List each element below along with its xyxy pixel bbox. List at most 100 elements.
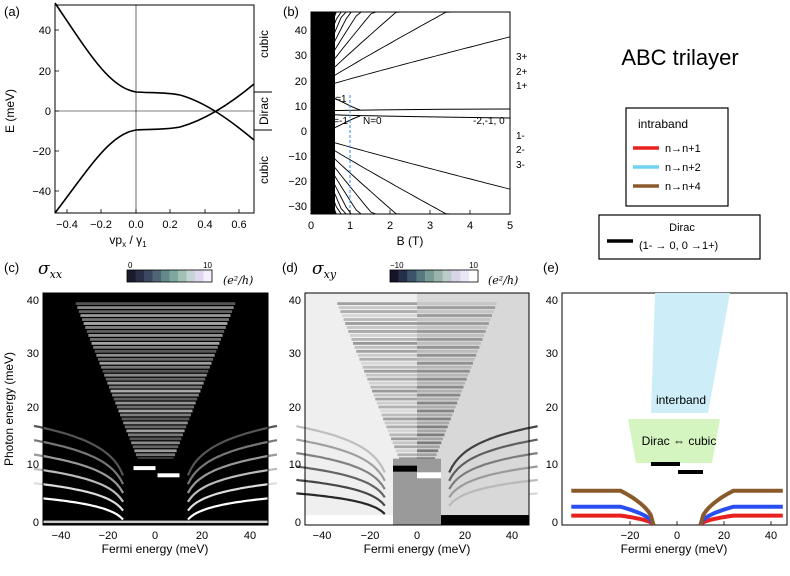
landau-level-line xyxy=(311,36,511,91)
interband-stripe xyxy=(417,389,462,393)
intraband-curve xyxy=(698,504,783,526)
xtick-e-3: 40 xyxy=(765,530,777,542)
xtick-d-0: −40 xyxy=(313,530,332,542)
interband-stripe xyxy=(354,345,417,349)
interband-stripe xyxy=(417,357,475,361)
ytick-a-4: −40 xyxy=(32,186,51,198)
ytick-d-0: 40 xyxy=(289,295,301,307)
intraband-curve xyxy=(186,453,278,494)
interband-stripe xyxy=(102,369,209,373)
interband-stripe xyxy=(417,401,458,405)
dirac-cubic-region xyxy=(628,419,720,463)
interband-stripe xyxy=(389,433,417,437)
colorbar-c-units: (e²/h) xyxy=(223,274,253,287)
interband-stripe xyxy=(417,314,493,317)
interband-stripe xyxy=(417,341,481,345)
ytick-e-4: 0 xyxy=(552,517,558,529)
interband-stripe xyxy=(359,357,417,361)
colorbar-swatch xyxy=(152,270,162,282)
intraband-curve xyxy=(699,513,783,527)
ytick-d-2: 20 xyxy=(289,402,301,414)
xlabel-c: Fermi energy (meV) xyxy=(102,542,209,556)
interband-stripe xyxy=(93,345,218,349)
landau-level-line xyxy=(310,11,511,86)
interband-stripe xyxy=(135,453,176,457)
interband-stripe xyxy=(384,421,417,425)
sigma-xy-symbol: σxy xyxy=(312,259,337,281)
drude-right xyxy=(441,515,529,525)
ytick-e-1: 30 xyxy=(546,348,558,360)
level-label-2plus: 2+ xyxy=(516,67,528,78)
interband-stripe xyxy=(417,429,447,433)
colorbar-swatch xyxy=(469,270,479,282)
panel-a-frame xyxy=(54,4,255,214)
landau-level-line xyxy=(310,140,511,215)
interband-stripe xyxy=(124,425,187,429)
interband-stripe xyxy=(386,425,417,429)
n-1-level-line xyxy=(310,115,361,136)
interband-stripe xyxy=(129,437,182,441)
dirac-feature xyxy=(157,473,180,478)
panel-label-e: (e) xyxy=(543,260,559,275)
colorbar-swatch xyxy=(434,270,443,282)
intraband-curve xyxy=(186,439,278,485)
dirac-feature xyxy=(393,465,417,472)
ytick-b-6: −20 xyxy=(288,176,307,188)
landau-level-line xyxy=(310,140,511,215)
n-label-minus1: N=-1 xyxy=(326,116,348,127)
panel-b: (b) N=1 N=0 N=-1 -2,-1, 0 3+ 2+ 1+ 1- 2-… xyxy=(283,4,528,248)
landau-level-line xyxy=(310,141,511,215)
region-cubic-bottom: cubic xyxy=(257,156,271,184)
interband-label: interband xyxy=(656,393,706,407)
ytick-c-3: 10 xyxy=(27,459,39,471)
intraband-curve xyxy=(448,465,538,499)
landau-level-line xyxy=(310,11,511,83)
interband-stripe xyxy=(376,401,417,405)
interband-stripe xyxy=(337,302,417,306)
interband-stripe xyxy=(107,381,204,385)
panel-b-frame xyxy=(310,11,511,215)
interband-stripe xyxy=(417,441,442,445)
dirac-legend-title: Dirac xyxy=(669,222,695,234)
interband-stripe xyxy=(132,445,179,449)
interband-stripe xyxy=(345,322,417,325)
landau-level-line xyxy=(310,142,511,215)
xtick-b-0: 0 xyxy=(308,220,314,232)
interband-stripe xyxy=(123,421,188,425)
dirac-cubic-label: Dirac ⇔ cubic xyxy=(642,434,717,448)
colorbar-swatch xyxy=(398,270,408,282)
colorbar-swatch xyxy=(144,270,153,282)
interband-stripe xyxy=(417,302,497,306)
xtick-e-2: 20 xyxy=(718,530,730,542)
legend-entry-2: n→n+2 xyxy=(665,162,701,174)
ytick-e-2: 20 xyxy=(546,402,558,414)
xtick-b-4: 4 xyxy=(467,220,473,232)
interband-stripe xyxy=(88,334,223,337)
panel-label-b: (b) xyxy=(283,4,299,19)
intraband-curve xyxy=(448,438,538,482)
interband-stripe xyxy=(375,397,417,401)
interband-stripe xyxy=(417,373,469,377)
colorbar-c xyxy=(126,269,213,283)
landau-level-line xyxy=(311,135,511,190)
xtick-a-2: 0.0 xyxy=(128,219,143,231)
landau-level-line xyxy=(310,143,511,215)
interband-stripe xyxy=(101,365,210,369)
intraband-curve xyxy=(448,492,538,515)
landau-level-line xyxy=(310,139,511,215)
landau-level-line xyxy=(310,143,511,215)
interband-stripe xyxy=(417,381,466,385)
region-bracket: cubic Dirac cubic xyxy=(254,30,272,184)
interband-stripe xyxy=(417,306,496,309)
xlabel-e: Fermi energy (meV) xyxy=(621,542,728,556)
interband-stripe xyxy=(417,349,478,353)
landau-level-line xyxy=(311,11,511,90)
panel-e: (e) interband Dirac ⇔ cubic −20 0 20 40 … xyxy=(543,260,788,556)
interband-stripe xyxy=(417,310,494,313)
landau-level-line xyxy=(310,11,511,87)
ytick-b-1: 30 xyxy=(295,50,307,62)
interband-stripe xyxy=(417,334,485,337)
landau-level-line xyxy=(310,142,511,215)
colorbar-swatch xyxy=(407,270,417,282)
interband-stripe xyxy=(343,318,417,321)
